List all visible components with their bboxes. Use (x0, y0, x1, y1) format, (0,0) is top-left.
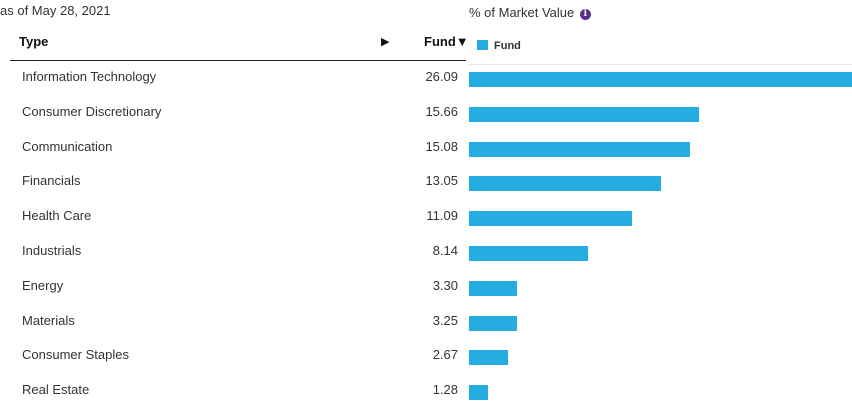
bar[interactable] (469, 315, 517, 331)
row-value: 8.14 (432, 243, 458, 258)
row-value: 15.08 (425, 138, 458, 154)
plot-divider (469, 64, 852, 65)
chart-title-text: % of Market Value (469, 5, 575, 20)
row-label: Communication (22, 138, 113, 154)
expand-arrow-icon[interactable]: ▶ (381, 36, 390, 48)
bar[interactable] (469, 385, 488, 401)
row-label: Consumer Staples (22, 347, 129, 363)
row-label: Industrials (22, 243, 82, 258)
row-value: 2.67 (432, 347, 458, 363)
column-header-type[interactable]: Type (19, 34, 49, 49)
as-of-date: as of May 28, 2021 (0, 3, 111, 18)
row-value: 15.66 (425, 103, 458, 119)
bar[interactable] (469, 280, 517, 296)
row-value: 3.25 (432, 312, 458, 328)
row-label: Consumer Discretionary (22, 103, 162, 119)
bar[interactable] (469, 176, 661, 192)
row-label: Energy (22, 277, 64, 293)
bar[interactable] (469, 106, 699, 122)
legend-label: Fund (494, 40, 521, 52)
row-label: Financials (22, 173, 81, 189)
chart-title: % of Market Value i (469, 5, 591, 20)
info-icon[interactable]: i (579, 9, 591, 20)
row-label: Information Technology (22, 69, 157, 84)
bar[interactable] (469, 141, 690, 157)
column-header-fund-sort[interactable]: Fund▼ (424, 34, 469, 49)
bar[interactable] (469, 350, 508, 366)
row-value: 11.09 (426, 208, 458, 224)
bar[interactable] (469, 246, 588, 261)
row-value: 1.28 (432, 382, 458, 398)
row-label: Materials (22, 312, 75, 328)
bar[interactable] (469, 211, 632, 227)
row-label: Real Estate (22, 382, 90, 398)
row-value: 3.30 (432, 277, 458, 293)
row-label: Health Care (22, 208, 92, 224)
legend: Fund (477, 40, 521, 52)
legend-swatch (477, 40, 488, 50)
bar[interactable] (469, 72, 852, 87)
header-divider (10, 60, 466, 61)
row-value: 13.05 (425, 173, 458, 189)
row-value: 26.09 (425, 69, 458, 84)
